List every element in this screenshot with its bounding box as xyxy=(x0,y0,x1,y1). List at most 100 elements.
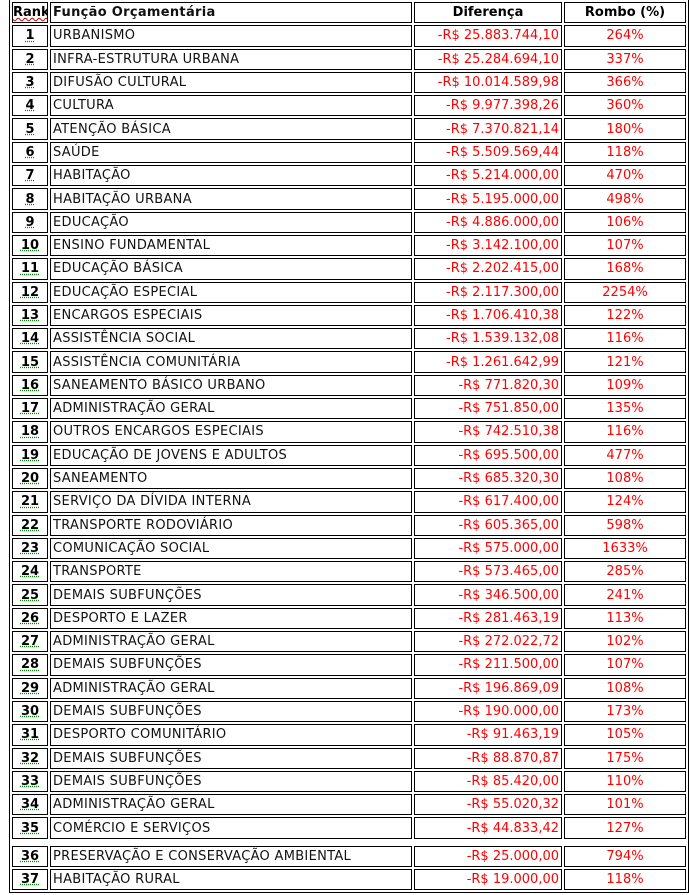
difference-cell: -R$ 742.510,38 xyxy=(414,421,562,443)
function-cell: DEMAIS SUBFUNÇÕES xyxy=(50,770,412,793)
function-cell: COMÉRCIO E SERVIÇOS xyxy=(50,817,412,839)
deficit-percent-cell: 106% xyxy=(564,211,686,233)
rank-cell: 10 xyxy=(12,234,48,257)
rank-cell: 16 xyxy=(12,374,48,397)
deficit-percent-cell: 109% xyxy=(564,374,686,397)
deficit-percent-cell: 101% xyxy=(564,794,686,816)
deficit-percent-cell: 794% xyxy=(564,845,686,867)
rank-value: 36 xyxy=(20,848,40,864)
difference-cell: -R$ 25.000,00 xyxy=(414,845,562,867)
table-row: 2 INFRA-ESTRUTURA URBANA -R$ 25.284.694,10… xyxy=(12,48,686,70)
table-row: 7 HABITAÇÃO -R$ 5.214.000,00 470% xyxy=(12,165,686,187)
rank-value: 27 xyxy=(20,634,40,650)
difference-cell: -R$ 5.214.000,00 xyxy=(414,165,562,187)
function-cell: DESPORTO COMUNITÁRIO xyxy=(50,724,412,746)
rank-cell: 15 xyxy=(12,351,48,373)
rank-cell: 3 xyxy=(12,71,48,94)
deficit-percent-cell: 113% xyxy=(564,607,686,630)
difference-cell: -R$ 88.870,87 xyxy=(414,747,562,769)
function-cell: ADMINISTRAÇÃO GERAL xyxy=(50,794,412,816)
rank-cell: 26 xyxy=(12,607,48,630)
rank-value: 12 xyxy=(20,284,40,300)
table-row: 4 CULTURA -R$ 9.977.398,26 360% xyxy=(12,95,686,117)
table-row: 9 EDUCAÇÃO -R$ 4.886.000,00 106% xyxy=(12,211,686,233)
rank-value: 13 xyxy=(20,308,40,323)
difference-cell: -R$ 346.500,00 xyxy=(414,584,562,606)
rank-value: 33 xyxy=(20,773,40,789)
function-cell: ATENÇÃO BÁSICA xyxy=(50,118,412,140)
difference-cell: -R$ 9.977.398,26 xyxy=(414,95,562,117)
rank-value: 26 xyxy=(20,610,40,626)
deficit-percent-cell: 135% xyxy=(564,398,686,420)
rank-value: 5 xyxy=(25,121,35,137)
rank-cell: 1 xyxy=(12,25,48,47)
deficit-percent-cell: 108% xyxy=(564,467,686,490)
rank-cell: 7 xyxy=(12,165,48,187)
deficit-percent-cell: 337% xyxy=(564,48,686,70)
difference-cell: -R$ 281.463,19 xyxy=(414,607,562,630)
difference-cell: -R$ 190.000,00 xyxy=(414,700,562,723)
rank-cell: 13 xyxy=(12,304,48,327)
header-function: Função Orçamentária xyxy=(50,2,412,24)
deficit-percent-cell: 175% xyxy=(564,747,686,769)
rank-value: 8 xyxy=(25,191,35,207)
table-row: 29 ADMINISTRAÇÃO GERAL -R$ 196.869,09 108% xyxy=(12,677,686,699)
table-row: 16 SANEAMENTO BÁSICO URBANO -R$ 771.820,30… xyxy=(12,374,686,397)
difference-cell: -R$ 5.195.000,00 xyxy=(414,188,562,210)
function-cell: EDUCAÇÃO ESPECIAL xyxy=(50,281,412,303)
function-cell: COMUNICAÇÃO SOCIAL xyxy=(50,537,412,560)
deficit-percent-cell: 102% xyxy=(564,631,686,653)
rank-cell: 6 xyxy=(12,141,48,164)
table-row: 18 OUTROS ENCARGOS ESPECIAIS -R$ 742.510,3… xyxy=(12,421,686,443)
deficit-percent-cell: 118% xyxy=(564,868,686,891)
difference-cell: -R$ 1.261.642,99 xyxy=(414,351,562,373)
rank-cell: 29 xyxy=(12,677,48,699)
function-cell: DIFUSÃO CULTURAL xyxy=(50,71,412,94)
header-rank: Rank xyxy=(12,2,48,24)
ranking-table: Rank Função Orçamentária Diferença Rombo… xyxy=(10,0,688,892)
rank-value: 9 xyxy=(25,214,35,230)
rank-cell: 27 xyxy=(12,631,48,653)
function-cell: HABITAÇÃO xyxy=(50,165,412,187)
function-cell: EDUCAÇÃO DE JOVENS E ADULTOS xyxy=(50,444,412,466)
rank-cell: 9 xyxy=(12,211,48,233)
function-cell: DEMAIS SUBFUNÇÕES xyxy=(50,747,412,769)
difference-cell: -R$ 2.202.415,00 xyxy=(414,258,562,280)
function-cell: ENSINO FUNDAMENTAL xyxy=(50,234,412,257)
rank-value: 16 xyxy=(20,377,40,393)
difference-cell: -R$ 85.420,00 xyxy=(414,770,562,793)
deficit-percent-cell: 116% xyxy=(564,421,686,443)
table-row: 3 DIFUSÃO CULTURAL -R$ 10.014.589,98 366% xyxy=(12,71,686,94)
table-row: 19 EDUCAÇÃO DE JOVENS E ADULTOS -R$ 695.50… xyxy=(12,444,686,466)
rank-cell: 11 xyxy=(12,258,48,280)
rank-cell: 37 xyxy=(12,868,48,891)
table-row: 12 EDUCAÇÃO ESPECIAL -R$ 2.117.300,00 2254% xyxy=(12,281,686,303)
difference-cell: -R$ 605.365,00 xyxy=(414,514,562,536)
rank-value: 18 xyxy=(20,424,40,440)
table-row: 15 ASSISTÊNCIA COMUNITÁRIA -R$ 1.261.642,9… xyxy=(12,351,686,373)
table-row: 27 ADMINISTRAÇÃO GERAL -R$ 272.022,72 102% xyxy=(12,631,686,653)
rank-cell: 8 xyxy=(12,188,48,210)
separator-cell xyxy=(12,841,686,844)
function-cell: SANEAMENTO xyxy=(50,467,412,490)
rank-cell: 25 xyxy=(12,584,48,606)
deficit-percent-cell: 180% xyxy=(564,118,686,140)
rank-cell: 33 xyxy=(12,770,48,793)
rank-value: 28 xyxy=(20,657,40,673)
deficit-percent-cell: 168% xyxy=(564,258,686,280)
table-row: 8 HABITAÇÃO URBANA -R$ 5.195.000,00 498% xyxy=(12,188,686,210)
rank-value: 29 xyxy=(20,680,40,696)
rank-cell: 2 xyxy=(12,48,48,70)
table-row: 26 DESPORTO E LAZER -R$ 281.463,19 113% xyxy=(12,607,686,630)
difference-cell: -R$ 751.850,00 xyxy=(414,398,562,420)
difference-cell: -R$ 617.400,00 xyxy=(414,491,562,513)
deficit-percent-cell: 173% xyxy=(564,700,686,723)
function-cell: ENCARGOS ESPECIAIS xyxy=(50,304,412,327)
rank-cell: 19 xyxy=(12,444,48,466)
rank-cell: 14 xyxy=(12,328,48,350)
function-cell: INFRA-ESTRUTURA URBANA xyxy=(50,48,412,70)
deficit-percent-cell: 1633% xyxy=(564,537,686,560)
table-row: 31 DESPORTO COMUNITÁRIO -R$ 91.463,19 105% xyxy=(12,724,686,746)
rank-value: 32 xyxy=(20,750,40,766)
table-row: 20 SANEAMENTO -R$ 685.320,30 108% xyxy=(12,467,686,490)
